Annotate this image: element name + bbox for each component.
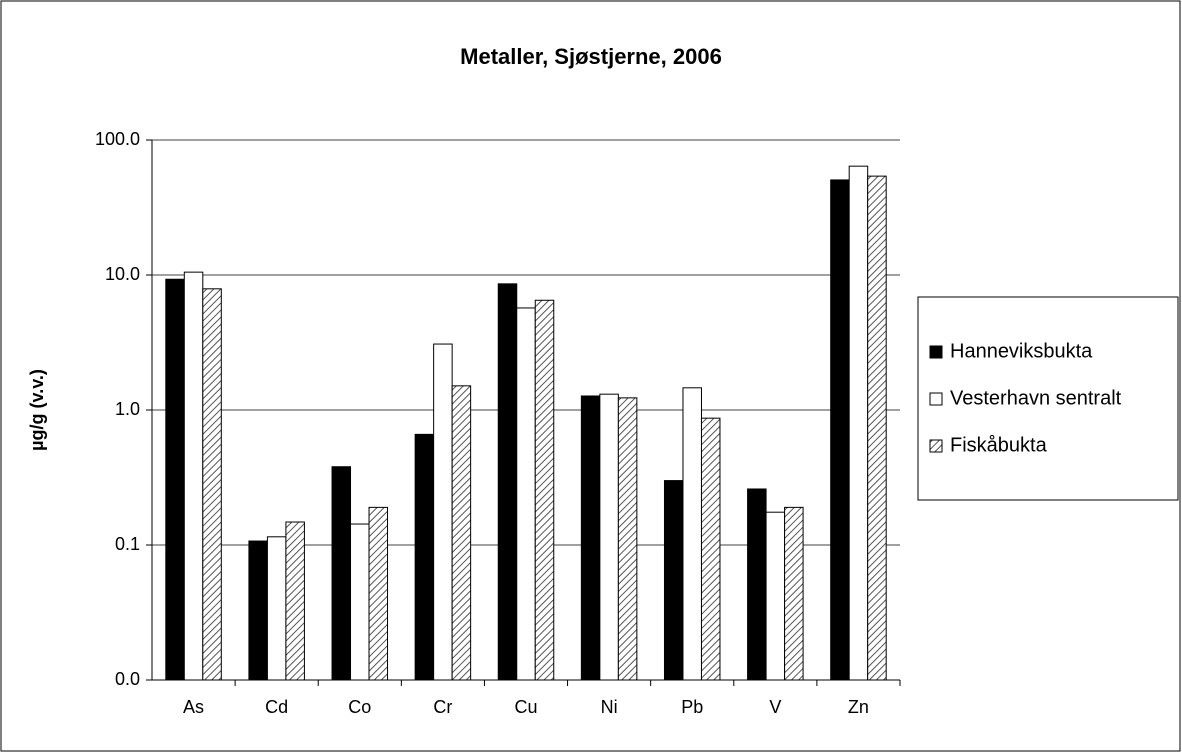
bar [350,523,370,681]
bar [285,521,305,681]
bar [433,343,453,681]
y-tick-label: 1.0 [115,399,140,419]
bar [700,417,721,681]
bar [830,179,850,681]
bar [497,283,518,681]
bar [599,393,619,681]
legend-swatch [929,439,943,453]
bar [516,307,536,681]
bar [451,385,472,681]
bar [248,540,268,681]
y-tick-label: 0.1 [115,534,140,554]
legend-swatch [929,392,943,406]
bar [331,466,352,681]
y-tick-label: 10.0 [105,264,140,284]
legend-box [917,296,1179,501]
x-tick-label: Cu [514,697,537,717]
bar [848,165,869,681]
legend-swatch [929,345,943,359]
bar [617,397,638,681]
x-tick-label: Cd [265,697,288,717]
x-tick-label: Cr [433,697,452,717]
x-tick-label: Zn [848,697,869,717]
bar [765,511,786,681]
legend-label: Fiskåbukta [950,434,1048,456]
bar [202,288,222,681]
y-tick-label: 0.0 [115,669,140,689]
bar [682,387,702,681]
bar [368,506,389,681]
chart-title: Metaller, Sjøstjerne, 2006 [460,44,722,69]
bars [165,165,887,681]
y-axis-label: µg/g (v.v.) [27,369,47,451]
bar [867,175,887,681]
bar [580,395,601,681]
bar [784,506,804,681]
legend-label: Vesterhavn sentralt [950,387,1122,409]
x-tick-label: As [183,697,204,717]
x-tick-label: V [769,697,781,717]
bar [165,278,185,681]
x-tick-label: Ni [601,697,618,717]
y-tick-label: 100.0 [95,129,140,149]
legend-label: Hanneviksbukta [950,340,1093,362]
bar [183,271,204,681]
bar [534,299,555,681]
bar [747,488,767,681]
legend: Hanneviksbukta Vesterhavn sentralt Fiskåbu… [929,340,1122,456]
axes: 0.0 0.1 1.0 10.0 100.0 As Cd Co Cr Cu Ni Pb V Zn [95,129,901,717]
x-tick-label: Pb [681,697,703,717]
bar [266,536,287,681]
bar [663,480,684,681]
x-tick-label: Co [348,697,371,717]
bar [414,433,435,681]
